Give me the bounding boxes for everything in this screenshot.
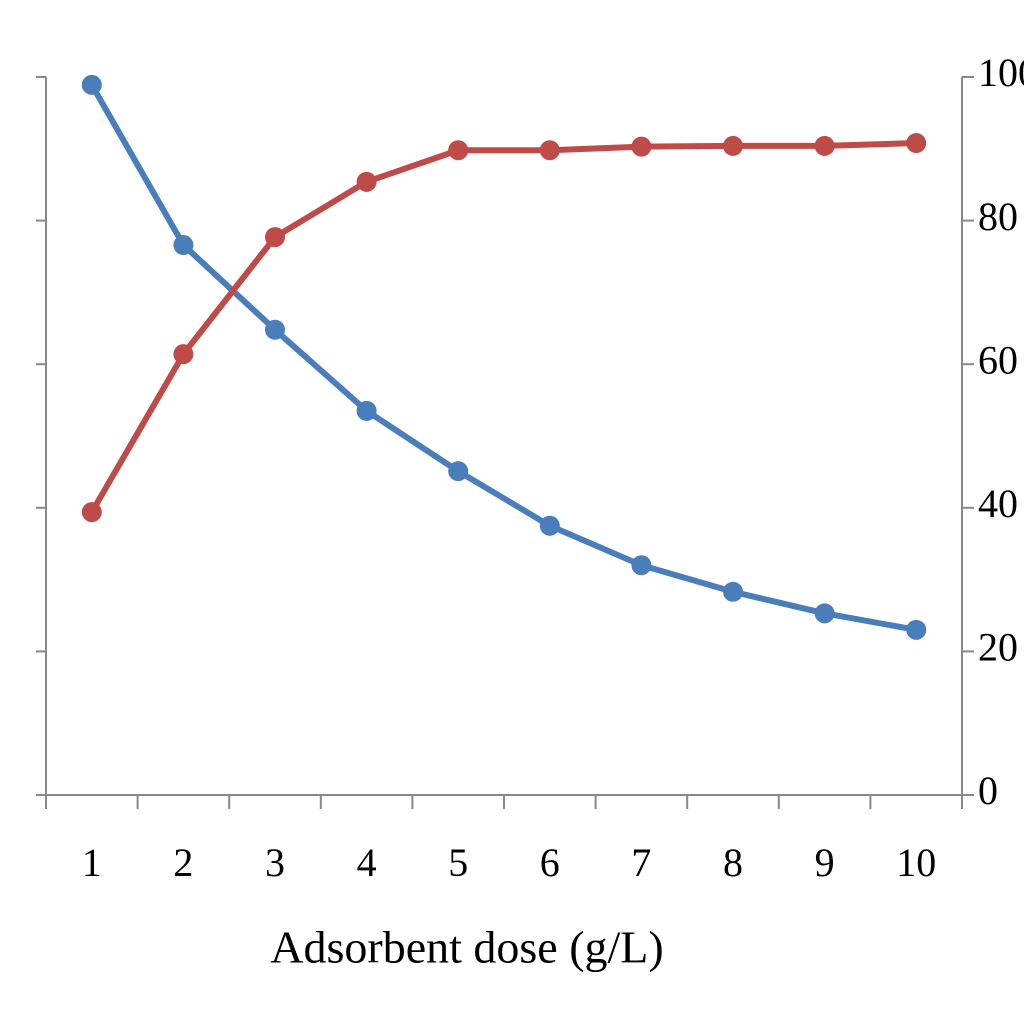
x-tick-label: 6 <box>540 840 560 885</box>
x-tick-label: 8 <box>723 840 743 885</box>
x-tick-label: 9 <box>815 840 835 885</box>
series-line <box>89 140 917 514</box>
y2-tick-label: 0 <box>978 768 998 813</box>
x-tick-label: 3 <box>265 840 285 885</box>
marker <box>173 344 194 365</box>
x-axis-label: Adsorbent dose (g/L) <box>270 922 663 973</box>
marker <box>265 227 285 248</box>
x-tick-label: 4 <box>357 840 377 885</box>
marker <box>906 619 927 640</box>
marker <box>539 140 560 161</box>
marker <box>723 581 743 602</box>
x-tick-label: 5 <box>448 840 468 885</box>
marker <box>81 74 102 95</box>
y2-tick-label: 20 <box>978 625 1018 670</box>
marker <box>814 135 835 156</box>
marker <box>448 461 469 482</box>
x-tick-label: 7 <box>631 840 651 885</box>
marker <box>81 502 102 523</box>
y2-tick-label: 80 <box>978 194 1018 239</box>
marker <box>356 400 377 421</box>
series-line <box>89 83 917 633</box>
marker <box>814 603 835 624</box>
x-tick-label: 1 <box>82 840 102 885</box>
y2-tick-label: 40 <box>978 481 1018 526</box>
marker <box>539 515 560 536</box>
marker <box>631 136 652 157</box>
y2-tick-label: 60 <box>978 337 1018 382</box>
marker <box>448 140 469 161</box>
marker <box>723 135 743 156</box>
x-tick-label: 2 <box>173 840 193 885</box>
y2-tick-label: 100 <box>978 50 1024 95</box>
marker <box>173 235 194 256</box>
marker <box>906 133 927 154</box>
marker <box>356 171 377 192</box>
x-tick-label: 10 <box>896 840 936 885</box>
marker <box>265 319 285 340</box>
marker <box>631 555 652 576</box>
